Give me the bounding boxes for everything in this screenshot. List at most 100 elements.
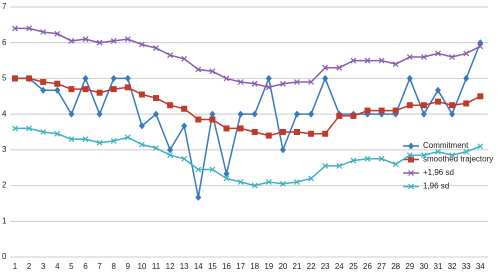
point	[54, 30, 61, 37]
point	[54, 80, 61, 87]
point	[209, 116, 216, 123]
point	[449, 152, 456, 159]
point	[308, 175, 315, 182]
point	[68, 136, 75, 143]
point	[322, 74, 329, 82]
x-tick-label: 3	[41, 262, 46, 271]
point	[392, 161, 399, 168]
legend-label: 1,96 sd	[423, 182, 449, 191]
point	[82, 86, 89, 93]
point	[26, 125, 33, 132]
point	[477, 43, 484, 50]
point	[378, 57, 385, 64]
series-line	[15, 77, 481, 137]
point	[82, 36, 89, 43]
point	[336, 163, 343, 169]
point	[408, 170, 414, 176]
point	[40, 79, 47, 85]
x-tick-label: 6	[83, 262, 88, 271]
point	[406, 152, 413, 159]
x-tick-label: 19	[264, 262, 273, 271]
point	[378, 155, 385, 162]
y-tick-label: 7	[2, 2, 7, 11]
point	[364, 155, 371, 162]
point	[251, 110, 258, 118]
x-tick-label: 13	[180, 262, 189, 271]
point	[392, 107, 399, 114]
x-tick-label: 14	[194, 262, 203, 271]
point	[223, 75, 230, 82]
point	[153, 110, 159, 118]
point	[378, 107, 385, 114]
y-tick-label: 2	[2, 181, 7, 190]
legend-label: Commitment	[423, 141, 469, 150]
series-line	[15, 42, 481, 198]
point	[12, 125, 18, 132]
y-tick-label: 3	[2, 145, 7, 154]
point	[68, 86, 75, 93]
point	[294, 79, 300, 85]
point	[96, 110, 103, 118]
point	[477, 39, 484, 47]
point	[138, 122, 145, 130]
point	[251, 80, 258, 87]
point	[294, 110, 300, 118]
point	[82, 136, 89, 143]
point	[96, 139, 103, 146]
point	[463, 148, 470, 155]
point	[223, 125, 230, 132]
point	[350, 112, 357, 119]
point	[110, 86, 117, 93]
point	[322, 163, 329, 169]
point	[195, 166, 202, 173]
point	[209, 166, 216, 173]
x-tick-label: 11	[152, 262, 161, 271]
y-tick-label: 0	[2, 252, 7, 261]
x-tick-label: 16	[222, 262, 231, 271]
point	[153, 145, 159, 151]
x-tick-label: 32	[448, 262, 457, 271]
point	[124, 74, 131, 82]
point	[110, 38, 117, 44]
point	[68, 38, 75, 44]
point	[364, 57, 371, 64]
point	[350, 157, 357, 164]
series-line	[15, 127, 481, 187]
point	[167, 102, 174, 109]
point	[110, 74, 117, 82]
x-tick-label: 4	[55, 262, 60, 271]
x-tick-label: 18	[250, 262, 259, 271]
point	[435, 98, 441, 105]
x-tick-label: 26	[363, 262, 372, 271]
x-tick-label: 22	[307, 262, 316, 271]
point	[294, 179, 300, 185]
point	[40, 129, 47, 135]
point	[279, 180, 286, 187]
point	[209, 68, 216, 75]
point	[181, 122, 188, 130]
point	[463, 50, 470, 57]
point	[153, 95, 159, 102]
y-tick-label: 6	[2, 38, 7, 47]
point	[364, 107, 371, 114]
point	[449, 110, 456, 118]
point	[350, 57, 357, 64]
point	[449, 54, 456, 60]
point	[463, 74, 470, 82]
x-tick-label: 30	[419, 262, 428, 271]
point	[265, 179, 272, 185]
point	[26, 75, 33, 82]
point	[420, 102, 427, 109]
series-line	[15, 27, 481, 89]
point	[322, 64, 329, 71]
point	[420, 110, 427, 118]
x-tick-label: 20	[278, 262, 287, 271]
x-tick-label: 29	[405, 262, 414, 271]
point	[12, 75, 18, 82]
point	[96, 39, 103, 46]
point	[435, 86, 441, 94]
point	[181, 155, 188, 162]
point	[406, 74, 413, 82]
x-tick-label: 21	[293, 262, 302, 271]
legend-label: +1,96 sd	[423, 168, 454, 177]
